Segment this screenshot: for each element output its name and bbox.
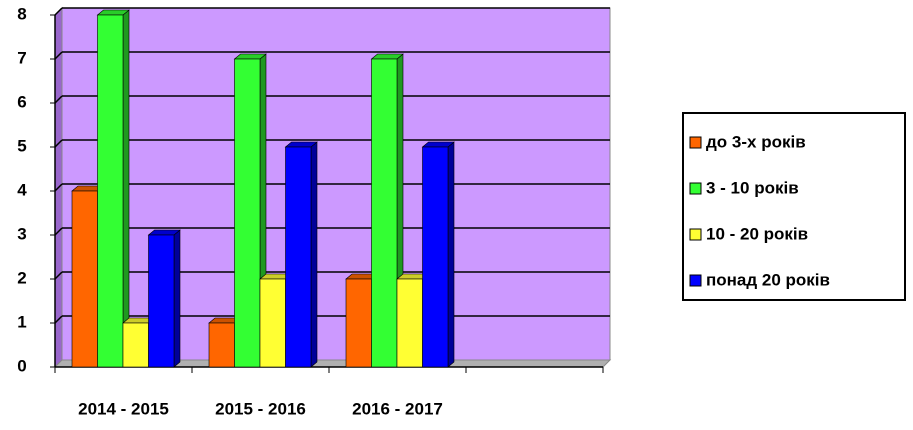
grid-line-side — [54, 183, 63, 192]
grid-line-side — [54, 271, 63, 280]
legend-label: 10 - 20 років — [706, 224, 808, 243]
grid-line-side — [54, 227, 63, 236]
legend-swatch — [689, 274, 702, 287]
legend-swatch — [689, 182, 702, 195]
bar-side — [173, 229, 181, 368]
bar — [396, 278, 423, 368]
x-tick-label: 2015 - 2016 — [215, 399, 306, 418]
bar — [97, 14, 124, 368]
grid-line-side — [54, 315, 63, 324]
y-tick-label: 0 — [17, 356, 26, 375]
bar-side — [310, 141, 318, 368]
legend-box — [682, 112, 906, 301]
grid-line-side — [54, 7, 63, 16]
bar — [148, 234, 175, 368]
bar-top — [370, 53, 404, 60]
legend-swatch — [689, 228, 702, 241]
grid-line-side — [54, 139, 63, 148]
legend-swatch — [689, 136, 702, 149]
bar — [285, 146, 312, 368]
bar — [71, 190, 98, 368]
y-tick-label: 8 — [17, 4, 26, 23]
y-tick-label: 2 — [17, 268, 26, 287]
bar-side — [122, 9, 130, 368]
bar — [345, 278, 372, 368]
y-tick-label: 1 — [17, 312, 26, 331]
bar — [234, 58, 261, 368]
bar-top — [421, 141, 455, 148]
bar-top — [233, 53, 267, 60]
legend-label: понад 20 років — [706, 270, 830, 289]
bar-top — [284, 141, 318, 148]
y-tick-label: 7 — [17, 48, 26, 67]
bar — [122, 322, 149, 368]
bar-top — [96, 9, 130, 16]
bar — [371, 58, 398, 368]
y-tick-label: 3 — [17, 224, 26, 243]
grid-line-side — [54, 95, 63, 104]
legend-label: до 3-х років — [706, 132, 806, 151]
bar-side — [447, 141, 455, 368]
bar — [208, 322, 235, 368]
y-tick-label: 6 — [17, 92, 26, 111]
x-tick-label: 2016 - 2017 — [352, 399, 443, 418]
bar — [422, 146, 449, 368]
y-tick-label: 5 — [17, 136, 26, 155]
grid-line-side — [54, 51, 63, 60]
x-tick-label: 2014 - 2015 — [78, 399, 169, 418]
y-tick-label: 4 — [17, 180, 27, 199]
bar — [259, 278, 286, 368]
bar-top — [147, 229, 181, 236]
legend-label: 3 - 10 років — [706, 178, 799, 197]
